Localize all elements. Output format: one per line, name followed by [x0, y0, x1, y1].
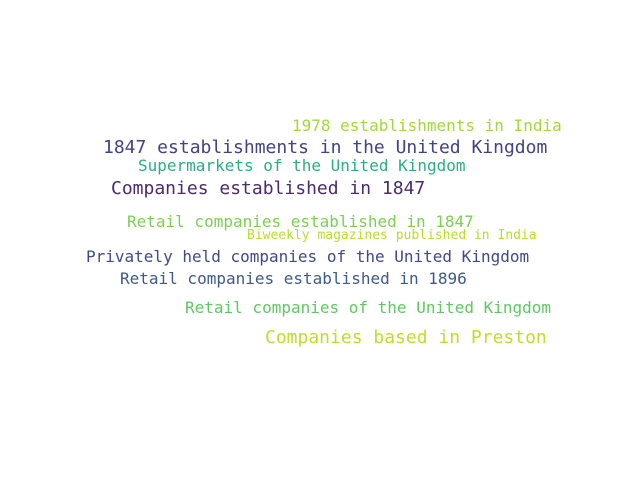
- word-retail-companies-uk: Retail companies of the United Kingdom: [185, 298, 552, 317]
- word-companies-established-1847: Companies established in 1847: [111, 178, 426, 199]
- word-1847-establishments-uk: 1847 establishments in the United Kingdo…: [103, 137, 548, 158]
- word-1978-establishments-india: 1978 establishments in India: [292, 116, 562, 135]
- word-retail-companies-1847: Retail companies established in 1847: [127, 212, 474, 231]
- word-supermarkets-uk: Supermarkets of the United Kingdom: [138, 156, 466, 175]
- word-retail-companies-1896: Retail companies established in 1896: [120, 269, 467, 288]
- word-companies-based-preston: Companies based in Preston: [265, 327, 547, 348]
- word-biweekly-magazines-india: Biweekly magazines published in India: [247, 228, 537, 243]
- word-privately-held-companies-uk: Privately held companies of the United K…: [86, 247, 530, 266]
